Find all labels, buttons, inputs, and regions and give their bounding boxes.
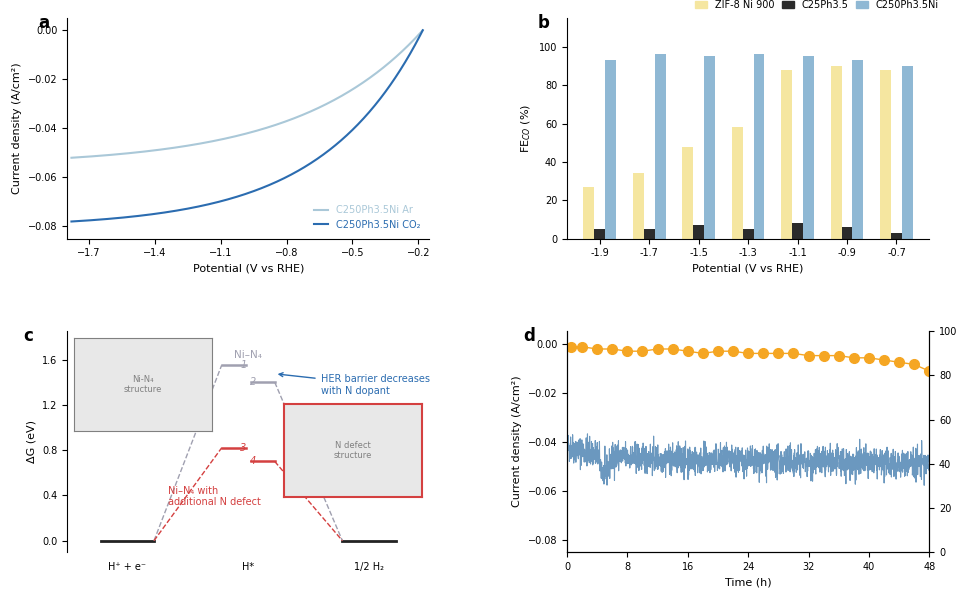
X-axis label: Time (h): Time (h) — [725, 577, 771, 587]
C250Ph3.5Ni CO₂ — [417, 26, 428, 34]
C250Ph3.5Ni Ar — [417, 26, 428, 34]
C250Ph3.5Ni Ar — [66, 154, 78, 161]
C250Ph3.5Ni Ar — [275, 119, 286, 127]
Bar — [792, 223, 803, 239]
Text: 4: 4 — [250, 457, 256, 466]
X-axis label: Potential (V vs RHE): Potential (V vs RHE) — [193, 264, 304, 274]
Bar — [880, 70, 891, 239]
Bar — [803, 56, 814, 239]
Bar — [841, 227, 853, 239]
Bar — [633, 173, 644, 239]
Bar — [605, 60, 616, 239]
Bar — [654, 55, 666, 239]
C250Ph3.5Ni CO₂ — [354, 119, 365, 127]
C250Ph3.5Ni CO₂ — [66, 218, 78, 225]
Y-axis label: Current density (A/cm²): Current density (A/cm²) — [513, 376, 522, 508]
Y-axis label: FE$_{CO}$ (%): FE$_{CO}$ (%) — [520, 104, 534, 153]
Line: C250Ph3.5Ni CO₂: C250Ph3.5Ni CO₂ — [72, 30, 422, 221]
Text: b: b — [538, 14, 550, 32]
Text: 1: 1 — [240, 360, 246, 370]
Bar — [754, 55, 764, 239]
Bar — [782, 70, 792, 239]
Legend: C250Ph3.5Ni Ar, C250Ph3.5Ni CO₂: C250Ph3.5Ni Ar, C250Ph3.5Ni CO₂ — [309, 201, 424, 234]
Bar — [901, 66, 913, 239]
C250Ph3.5Ni CO₂ — [408, 43, 420, 50]
Bar — [583, 187, 594, 239]
Y-axis label: ΔG (eV): ΔG (eV) — [27, 420, 36, 463]
C250Ph3.5Ni Ar — [408, 35, 420, 43]
C250Ph3.5Ni Ar — [235, 131, 246, 139]
Text: Ni–N₄: Ni–N₄ — [234, 350, 262, 359]
C250Ph3.5Ni CO₂ — [233, 193, 244, 200]
Text: d: d — [523, 327, 536, 345]
Bar — [644, 229, 654, 239]
Text: 2: 2 — [250, 377, 256, 387]
Bar — [891, 233, 901, 239]
Bar — [742, 229, 754, 239]
Bar — [704, 56, 715, 239]
Y-axis label: Current density (A/cm²): Current density (A/cm²) — [12, 62, 22, 194]
Text: Ni–N₄ with
additional N defect: Ni–N₄ with additional N defect — [169, 486, 262, 508]
Bar — [853, 60, 863, 239]
Bar — [831, 66, 841, 239]
Bar — [732, 127, 742, 239]
Text: a: a — [38, 14, 49, 32]
Text: c: c — [24, 327, 34, 345]
Bar — [694, 225, 704, 239]
Legend: ZIF-8 Ni 900, C25Ph3.5, C250Ph3.5Ni: ZIF-8 Ni 900, C25Ph3.5, C250Ph3.5Ni — [692, 0, 943, 14]
Text: 3: 3 — [240, 443, 246, 453]
C250Ph3.5Ni CO₂ — [235, 192, 246, 199]
Line: C250Ph3.5Ni Ar: C250Ph3.5Ni Ar — [72, 30, 422, 158]
Bar — [682, 146, 694, 239]
C250Ph3.5Ni Ar — [354, 82, 365, 89]
C250Ph3.5Ni Ar — [256, 126, 267, 133]
C250Ph3.5Ni Ar — [233, 132, 244, 139]
Text: HER barrier decreases
with N dopant: HER barrier decreases with N dopant — [279, 373, 429, 395]
Bar — [594, 229, 605, 239]
C250Ph3.5Ni CO₂ — [256, 185, 267, 192]
X-axis label: Potential (V vs RHE): Potential (V vs RHE) — [693, 264, 804, 274]
C250Ph3.5Ni CO₂ — [275, 176, 286, 184]
